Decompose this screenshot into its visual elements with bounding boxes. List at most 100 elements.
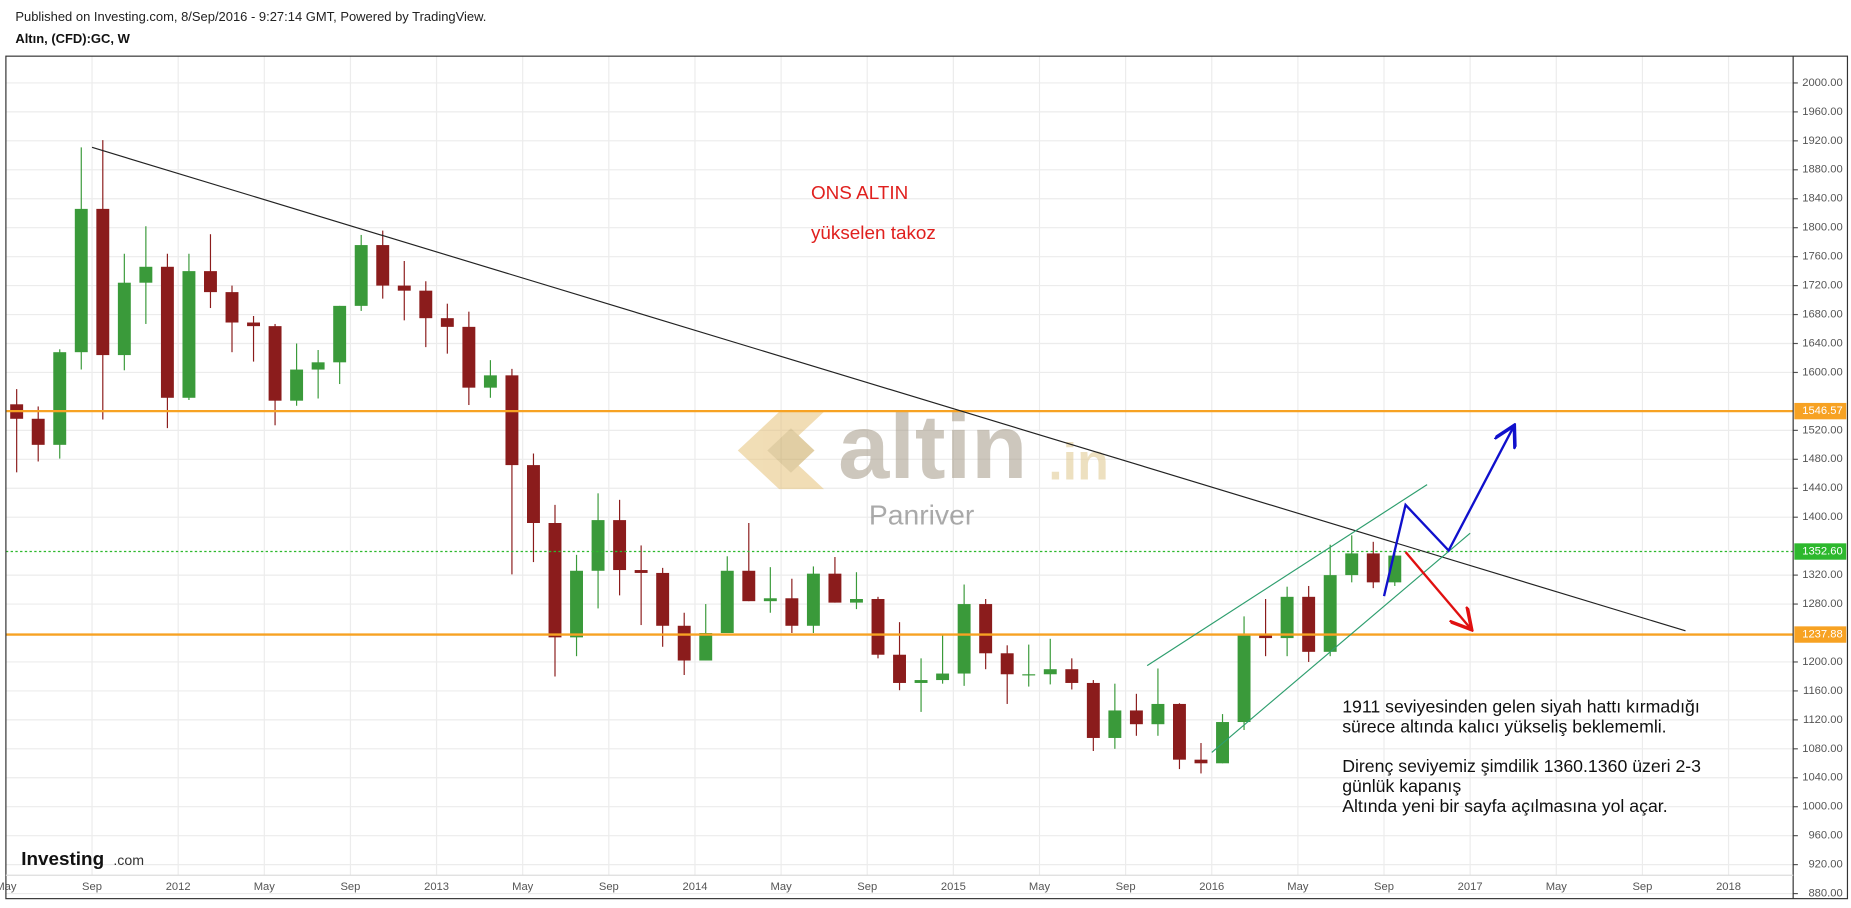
- plot: 1546.57 1352.60 1237.88: [5, 140, 1847, 774]
- y-tick-label: 1840.00: [1802, 193, 1843, 205]
- x-tick-label: Sep: [82, 881, 102, 893]
- candle-body: [548, 522, 562, 638]
- logo-brand: Investing: [21, 848, 104, 869]
- x-tick-label: Sep: [1116, 881, 1136, 893]
- candle-body: [1345, 553, 1359, 576]
- candle-body: [247, 322, 260, 327]
- y-tick-label: 1120.00: [1803, 714, 1843, 726]
- candle-body: [591, 520, 605, 571]
- x-tick-label: May: [512, 881, 534, 893]
- candle-body: [720, 570, 734, 634]
- x-tick-label: Sep: [1632, 881, 1652, 893]
- candle-body: [1194, 759, 1208, 764]
- candle-body: [354, 245, 368, 306]
- y-tick-label: 2000.00: [1802, 77, 1843, 89]
- y-tick-label: 880.00: [1808, 888, 1842, 900]
- watermark: altin .in Panriver: [737, 396, 1109, 531]
- y-tick-label: 1080.00: [1802, 743, 1843, 755]
- candle-body: [53, 352, 67, 445]
- candle-body: [268, 326, 282, 401]
- candle-body: [333, 305, 347, 363]
- x-tick-label: May: [771, 881, 793, 893]
- y-tick-label: 1040.00: [1802, 772, 1843, 784]
- candle-body: [96, 208, 110, 356]
- x-tick-label: May: [1029, 881, 1051, 893]
- candle-body: [527, 465, 540, 523]
- candle-body: [828, 573, 842, 603]
- y-tick-label: 1680.00: [1802, 309, 1843, 321]
- candle-body: [1173, 703, 1186, 760]
- grid: 880.00 920.00 960.00 1000.00 1040.00 1080.00 1…: [0, 56, 1843, 899]
- candle-body: [1000, 653, 1014, 675]
- candle-body: [656, 572, 670, 626]
- candle-body: [763, 598, 777, 602]
- watermark-author: Panriver: [869, 499, 974, 531]
- symbol-line: Altın, (CFD):GC, W: [15, 31, 130, 46]
- candle-body: [850, 598, 863, 603]
- candle-body: [1043, 669, 1057, 675]
- watermark-icon-inner: [767, 428, 815, 473]
- y-tick-label: 1760.00: [1802, 251, 1843, 263]
- y-tick-label: 1440.00: [1802, 482, 1843, 494]
- candle-body: [570, 570, 583, 638]
- candle-body: [1065, 669, 1079, 683]
- candle-body: [139, 266, 153, 283]
- candle-body: [979, 604, 993, 654]
- frame: [5, 55, 1849, 900]
- x-tick-label: 2014: [682, 881, 707, 893]
- logo: Investing .com: [21, 848, 144, 869]
- logo-suffix: .com: [113, 852, 144, 868]
- note: 1911 seviyesinden gelen siyah hattı kırm…: [1342, 697, 1701, 816]
- y-tick-label: 1000.00: [1802, 801, 1843, 813]
- level-label: 1352.60: [1802, 545, 1843, 557]
- y-tick-label: 1720.00: [1802, 280, 1843, 292]
- x-tick-label: May: [0, 881, 17, 893]
- y-tick-label: 1160.00: [1803, 685, 1843, 697]
- y-tick-label: 1480.00: [1802, 453, 1843, 465]
- candle-body: [1302, 596, 1316, 652]
- y-tick-label: 1800.00: [1802, 222, 1843, 234]
- candle-body: [699, 633, 713, 661]
- annotation: ONS ALTIN: [811, 182, 908, 203]
- trend-line: [1211, 532, 1471, 753]
- candle-body: [1108, 710, 1122, 738]
- candle-body: [1259, 634, 1273, 639]
- candle-body: [290, 369, 304, 401]
- candle-body: [1366, 553, 1380, 583]
- note-line: Direnç seviyemiz şimdilik 1360.1360 üzer…: [1342, 756, 1701, 776]
- y-tick-label: 1960.00: [1802, 106, 1843, 118]
- arrow: [1382, 427, 1513, 597]
- y-tick-label: 1600.00: [1802, 366, 1843, 378]
- candle-body: [1151, 703, 1165, 725]
- y-tick-label: 1400.00: [1802, 511, 1843, 523]
- candle-body: [634, 570, 648, 573]
- candle-body: [204, 271, 217, 293]
- y-tick-label: 1880.00: [1802, 164, 1843, 176]
- candle-body: [182, 271, 196, 398]
- candle-body: [397, 285, 411, 291]
- candle-body: [1129, 710, 1143, 725]
- level-label: 1237.88: [1802, 629, 1843, 641]
- candle-body: [31, 418, 45, 445]
- arrow: [1404, 551, 1471, 628]
- x-tick-label: May: [1546, 881, 1568, 893]
- x-tick-label: Sep: [599, 881, 619, 893]
- candle-body: [785, 598, 799, 626]
- annotation: yükselen takoz: [811, 222, 936, 243]
- candle-body: [806, 573, 820, 626]
- note-line: 1911 seviyesinden gelen siyah hattı kırm…: [1342, 697, 1700, 717]
- x-tick-label: May: [1287, 881, 1309, 893]
- x-tick-label: 2018: [1716, 881, 1741, 893]
- watermark-brand: altin: [838, 396, 1027, 498]
- note-line: Altında yeni bir sayfa açılmasına yol aç…: [1342, 796, 1667, 816]
- candle-body: [462, 326, 476, 388]
- x-tick-label: 2013: [424, 881, 449, 893]
- candle-body: [1323, 575, 1337, 652]
- y-tick-label: 1200.00: [1802, 656, 1843, 668]
- note-line: günlük kapanış: [1342, 776, 1461, 796]
- candle-body: [160, 266, 174, 398]
- candle-body: [117, 282, 131, 356]
- x-tick-label: 2016: [1199, 881, 1224, 893]
- level-label: 1546.57: [1802, 405, 1843, 417]
